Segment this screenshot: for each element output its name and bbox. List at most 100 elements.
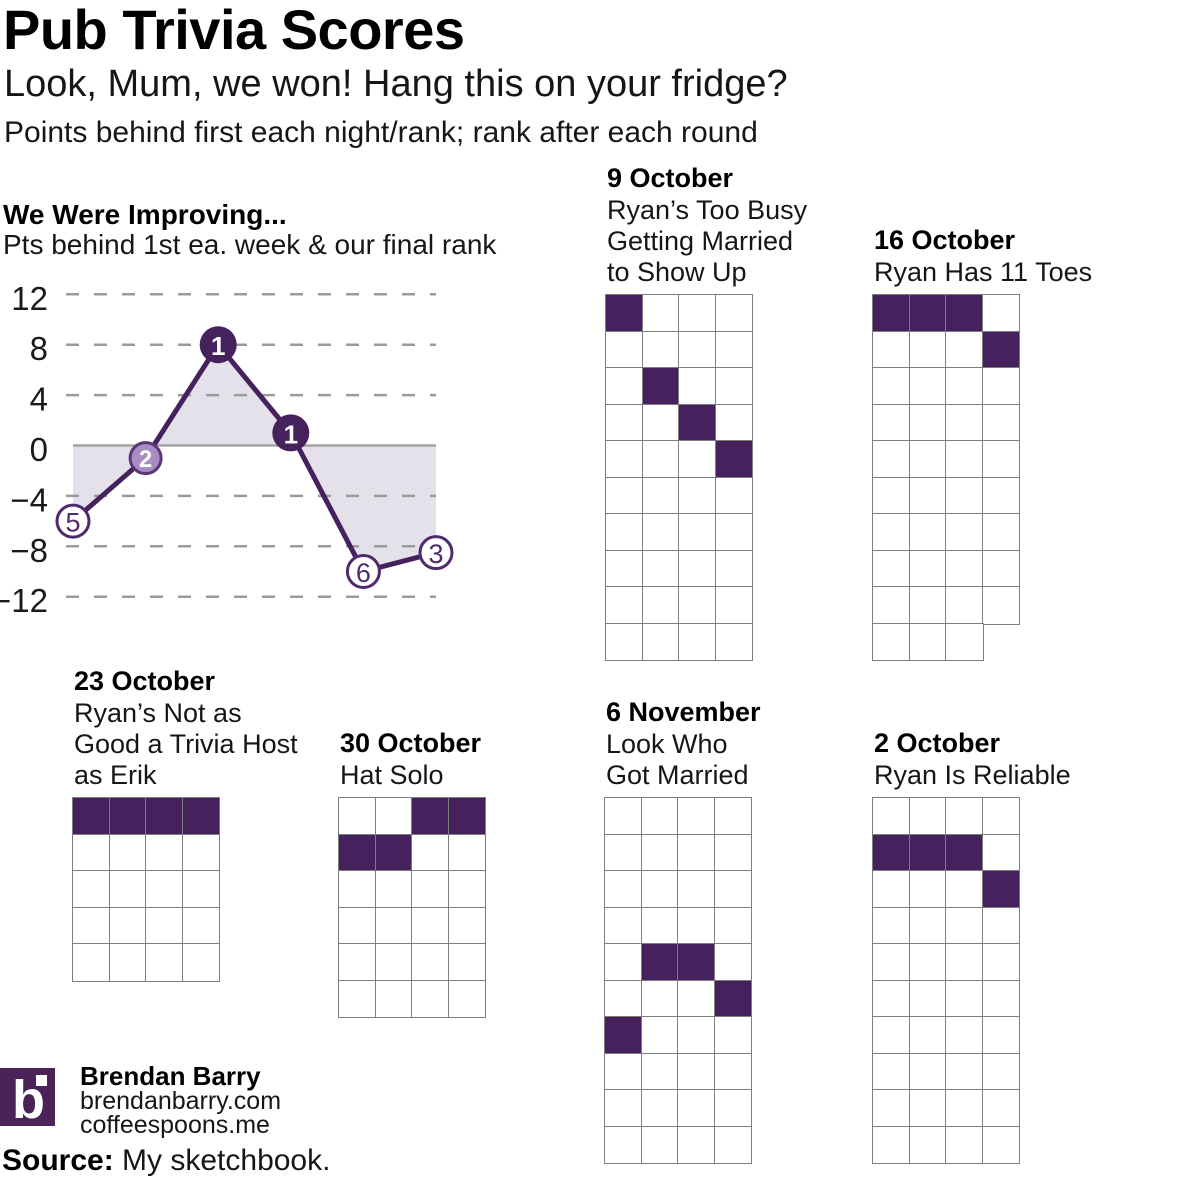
- rank-cell: [945, 797, 984, 836]
- rank-cell: [677, 979, 716, 1018]
- night-nickname: Hat Solo: [340, 760, 444, 790]
- rank-cell: [640, 1125, 679, 1164]
- rank-cell: [145, 906, 184, 945]
- rank-cell-filled: [181, 797, 220, 836]
- rank-cell: [981, 833, 1020, 872]
- rank-cell: [945, 870, 984, 909]
- rank-cell: [714, 367, 753, 406]
- rank-cell: [605, 476, 644, 515]
- rank-cell: [714, 330, 753, 369]
- rank-cell: [411, 979, 450, 1018]
- night-header: 16 October Ryan Has 11 Toes: [874, 225, 1194, 288]
- rank-cell: [945, 979, 984, 1018]
- rank-cell: [872, 906, 911, 945]
- rank-cell: [604, 906, 643, 945]
- rank-cell: [872, 476, 911, 515]
- rank-cell: [713, 943, 752, 982]
- rank-cell: [945, 476, 984, 515]
- rank-waffle-grid: [605, 294, 753, 661]
- rank-cell: [908, 1089, 947, 1128]
- night-date: 9 October: [607, 163, 734, 193]
- night-panel: 16 October Ryan Has 11 Toes: [872, 225, 1092, 661]
- rank-cell: [908, 513, 947, 552]
- rank-cell: [908, 1052, 947, 1091]
- rank-cell: [908, 797, 947, 836]
- rank-cell: [678, 330, 717, 369]
- rank-cell: [981, 476, 1020, 515]
- rank-cell: [604, 1125, 643, 1164]
- rank-cell: [981, 1016, 1020, 1055]
- source-note: Source: My sketchbook.: [2, 1144, 330, 1178]
- rank-cell: [604, 979, 643, 1018]
- rank-cell: [945, 586, 984, 625]
- rank-cell: [945, 622, 984, 661]
- rank-cell: [605, 403, 644, 442]
- y-axis-tick-label: −12: [0, 582, 48, 619]
- rank-cell: [641, 586, 680, 625]
- rank-cell: [411, 870, 450, 909]
- rank-cell: [641, 440, 680, 479]
- rank-cell: [908, 1016, 947, 1055]
- rank-waffle-grid: [872, 797, 1020, 1164]
- rank-cell-filled: [713, 979, 752, 1018]
- rank-waffle-grid: [338, 797, 486, 1018]
- rank-marker-open: [418, 535, 454, 571]
- area-fill: [73, 344, 436, 572]
- rank-cell: [447, 833, 486, 872]
- rank-cell-filled: [945, 294, 984, 333]
- rank-cell: [605, 513, 644, 552]
- rank-cell-filled: [145, 797, 184, 836]
- rank-cell: [72, 906, 111, 945]
- rank-cell: [908, 906, 947, 945]
- night-panel: 9 October Ryan’s Too Busy Getting Married…: [605, 163, 807, 661]
- rank-cell: [981, 1089, 1020, 1128]
- night-nickname: Ryan’s Not as Good a Trivia Host as Erik: [74, 698, 298, 790]
- rank-cell: [605, 586, 644, 625]
- rank-cell: [981, 403, 1020, 442]
- author-site-1[interactable]: brendanbarry.com: [80, 1087, 282, 1115]
- rank-cell: [981, 797, 1020, 836]
- rank-cell: [677, 906, 716, 945]
- rank-cell: [908, 403, 947, 442]
- night-header: 9 October Ryan’s Too Busy Getting Married…: [607, 163, 927, 288]
- rank-cell: [872, 367, 911, 406]
- rank-cell: [981, 294, 1020, 333]
- rank-cell: [945, 549, 984, 588]
- rank-cell-filled: [338, 833, 377, 872]
- rank-cell: [872, 1016, 911, 1055]
- rank-cell: [677, 1052, 716, 1091]
- rank-cell: [714, 513, 753, 552]
- rank-cell: [338, 943, 377, 982]
- rank-cell: [447, 906, 486, 945]
- rank-label: 2: [139, 446, 152, 473]
- rank-cell: [713, 906, 752, 945]
- rank-cell: [604, 797, 643, 836]
- rank-cell: [872, 943, 911, 982]
- rank-cell: [872, 513, 911, 552]
- rank-marker-open: [345, 554, 381, 589]
- rank-cell: [641, 622, 680, 661]
- night-header: 2 October Ryan Is Reliable: [874, 728, 1194, 791]
- night-panel: 2 October Ryan Is Reliable: [872, 728, 1071, 1164]
- rank-cell: [72, 870, 111, 909]
- rank-line-chart: 12 8 4 0 −4 −8 −12 5 2 1 1 6 3: [0, 280, 454, 619]
- rank-cell-filled: [872, 833, 911, 872]
- rank-cell: [713, 1052, 752, 1091]
- rank-marker-dark: [272, 414, 310, 452]
- y-axis-tick-label: 8: [30, 330, 48, 367]
- y-axis-tick-label: −8: [10, 532, 48, 569]
- rank-cell: [338, 979, 377, 1018]
- rank-cell: [908, 870, 947, 909]
- brendan-barry-logo-icon: b: [0, 1068, 55, 1126]
- rank-cell: [872, 330, 911, 369]
- rank-cell: [908, 549, 947, 588]
- rank-cell: [640, 979, 679, 1018]
- rank-cell: [908, 1125, 947, 1164]
- rank-cell-filled: [678, 403, 717, 442]
- rank-cell: [411, 943, 450, 982]
- rank-cell: [908, 622, 947, 661]
- author-site-2[interactable]: coffeespoons.me: [80, 1111, 270, 1139]
- rank-cell: [640, 1016, 679, 1055]
- rank-cell: [411, 906, 450, 945]
